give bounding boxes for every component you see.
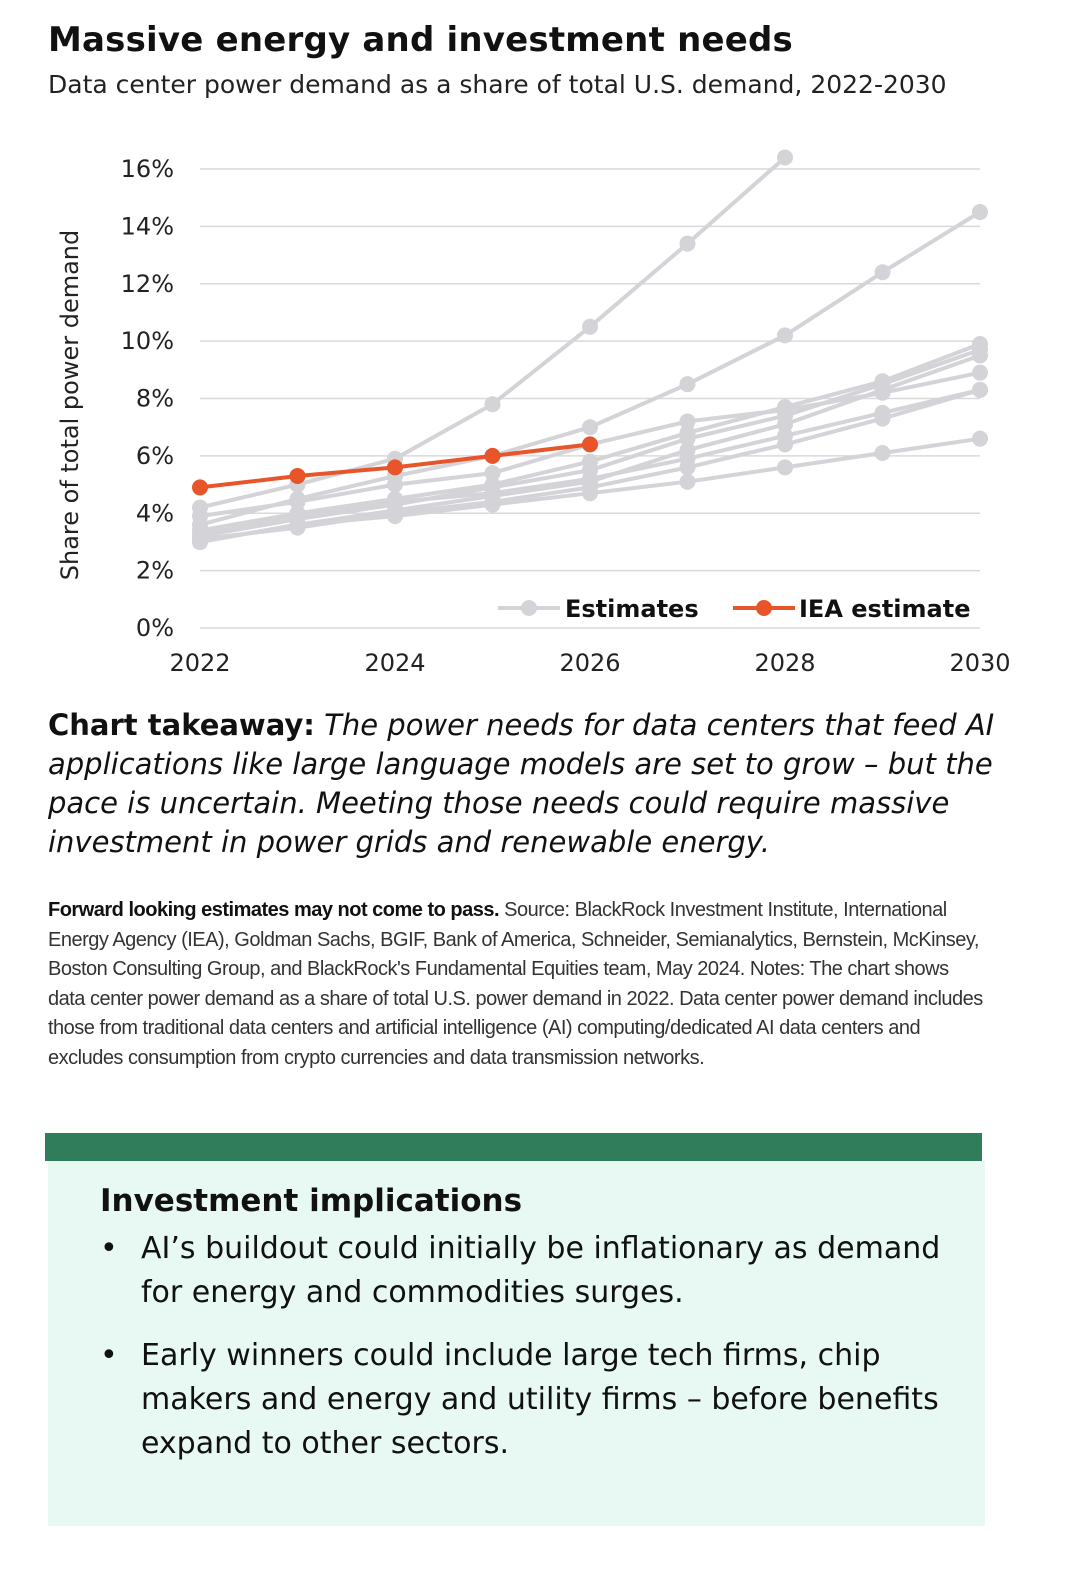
estimates-point xyxy=(484,396,501,413)
estimates-point xyxy=(972,430,988,447)
takeaway-lead: Chart takeaway: xyxy=(48,708,315,742)
iea-estimate-series xyxy=(192,436,598,496)
source-disclaimer: Forward looking estimates may not come t… xyxy=(48,899,500,921)
estimates-point xyxy=(484,496,501,513)
y-tick-label: 12% xyxy=(121,270,174,298)
estimates-point xyxy=(972,347,988,364)
estimates-point xyxy=(582,318,598,335)
list-item: • AI’s buildout could initially be infla… xyxy=(100,1227,960,1315)
estimates-point xyxy=(582,419,598,436)
estimates-point xyxy=(874,410,891,427)
estimates-point xyxy=(387,508,403,525)
y-tick-label: 4% xyxy=(136,499,174,527)
estimates-point xyxy=(777,149,793,166)
estimates-point xyxy=(289,516,306,533)
page-subtitle: Data center power demand as a share of t… xyxy=(48,70,947,99)
legend-entry-estimates: Estimates xyxy=(498,595,699,623)
estimates-point xyxy=(387,476,403,493)
x-tick-label: 2026 xyxy=(559,649,620,677)
y-axis-title: Share of total power demand xyxy=(56,230,84,581)
estimates-series xyxy=(192,430,988,550)
x-tick-label: 2028 xyxy=(754,649,815,677)
estimates-point xyxy=(874,264,891,281)
estimates-point xyxy=(679,473,696,490)
list-item-text: Early winners could include large tech f… xyxy=(141,1338,939,1461)
estimates-point xyxy=(679,459,696,476)
estimates-point xyxy=(679,376,696,393)
bullet-icon: • xyxy=(100,1338,118,1373)
y-tick-label: 6% xyxy=(136,442,174,470)
series-lines xyxy=(192,149,988,550)
y-tick-label: 2% xyxy=(136,557,174,585)
estimates-point xyxy=(777,416,793,433)
legend-entry-iea-estimate: IEA estimate xyxy=(733,595,970,623)
page-title: Massive energy and investment needs xyxy=(48,20,793,60)
iea-estimate-point xyxy=(484,447,501,464)
estimates-point xyxy=(582,485,598,502)
estimates-point xyxy=(972,381,988,398)
y-tick-label: 16% xyxy=(121,155,174,183)
legend-swatch-point xyxy=(756,600,772,616)
source-body: Source: BlackRock Investment Institute, … xyxy=(48,899,983,1069)
estimates-point xyxy=(777,459,793,476)
x-tick-labels: 2022 2024 2026 2028 2030 xyxy=(169,649,1010,677)
x-tick-label: 2024 xyxy=(364,649,425,677)
implications-header-band xyxy=(45,1133,982,1161)
list-item: • Early winners could include large tech… xyxy=(100,1334,960,1466)
legend-label: Estimates xyxy=(565,595,699,623)
line-chart: Share of total power demand 0% 2% 4% 6% 8% 10… xyxy=(56,149,1011,677)
list-item-text: AI’s buildout could initially be inflati… xyxy=(141,1231,941,1310)
estimates-point xyxy=(679,235,696,252)
y-tick-labels: 0% 2% 4% 6% 8% 10% 12% 14% 16% xyxy=(121,155,174,642)
estimates-point xyxy=(289,493,306,510)
implications-title: Investment implications xyxy=(100,1183,523,1219)
estimates-point xyxy=(972,204,988,221)
estimates-point xyxy=(874,445,891,462)
iea-estimate-point xyxy=(387,459,403,476)
y-tick-label: 14% xyxy=(121,212,174,240)
y-tick-label: 8% xyxy=(136,385,174,413)
iea-estimate-point xyxy=(582,436,598,453)
estimates-point xyxy=(192,533,208,550)
source-notes: Forward looking estimates may not come t… xyxy=(48,896,988,1073)
implications-list: • AI’s buildout could initially be infla… xyxy=(100,1227,960,1485)
estimates-point xyxy=(874,381,891,398)
estimates-point xyxy=(777,436,793,453)
investment-implications-box: Investment implications • AI’s buildout … xyxy=(48,1161,985,1526)
iea-estimate-point xyxy=(192,479,208,496)
chart-legend: Estimates IEA estimate xyxy=(498,595,970,623)
estimates-point xyxy=(484,465,501,482)
estimates-point xyxy=(192,508,208,525)
legend-label: IEA estimate xyxy=(799,595,970,623)
estimates-point xyxy=(972,364,988,381)
legend-swatch-point xyxy=(521,600,537,616)
estimates-point xyxy=(777,327,793,344)
estimates-point xyxy=(679,430,696,447)
estimates-point xyxy=(387,493,403,510)
x-tick-label: 2022 xyxy=(169,649,230,677)
chart-takeaway: Chart takeaway: The power needs for data… xyxy=(48,706,1008,862)
estimates-point xyxy=(777,401,793,418)
y-tick-label: 0% xyxy=(136,614,174,642)
y-tick-label: 10% xyxy=(121,327,174,355)
iea-estimate-point xyxy=(289,467,306,484)
bullet-icon: • xyxy=(100,1231,118,1266)
takeaway-body: The power needs for data centers that fe… xyxy=(48,708,995,859)
x-tick-label: 2030 xyxy=(949,649,1010,677)
estimates-point xyxy=(679,413,696,430)
